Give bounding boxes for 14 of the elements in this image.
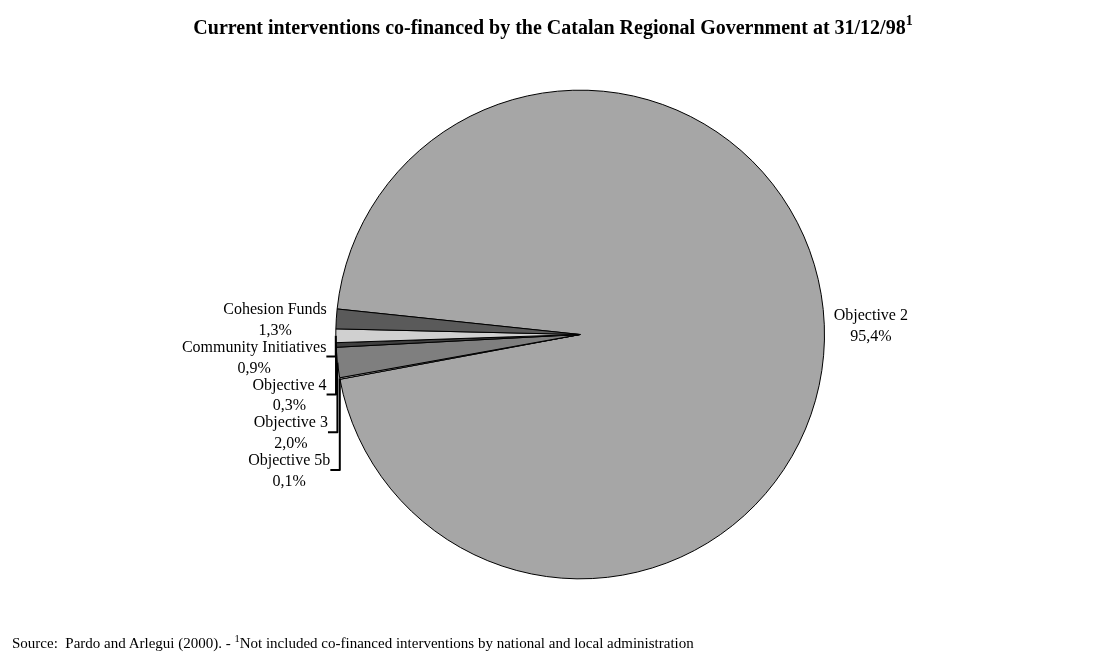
data-label: 95,4% — [850, 326, 892, 344]
data-label: 2,0% — [274, 434, 308, 452]
data-label: 1,3% — [258, 320, 292, 338]
slice-label: Community Initiatives — [181, 337, 327, 356]
slice-label: Objective 2 — [833, 305, 908, 324]
chart-title: Current interventions co-financed by the Catalan Regional Government at 31/12/98$^{1}$ — [193, 13, 913, 39]
slice-label: Objective 5b — [248, 451, 331, 470]
data-label: 0,9% — [237, 358, 271, 376]
slice-label: Objective 4 — [252, 375, 327, 394]
slice-label: Objective 3 — [253, 413, 328, 432]
source-note: Source: Pardo and Arlegui (2000). - $^{1}$Not included co-financed interventions by national and local administration — [12, 633, 695, 653]
data-label: 0,3% — [272, 396, 307, 414]
slice-label: Cohesion Funds — [223, 299, 327, 317]
data-label: 0,1% — [272, 471, 306, 489]
